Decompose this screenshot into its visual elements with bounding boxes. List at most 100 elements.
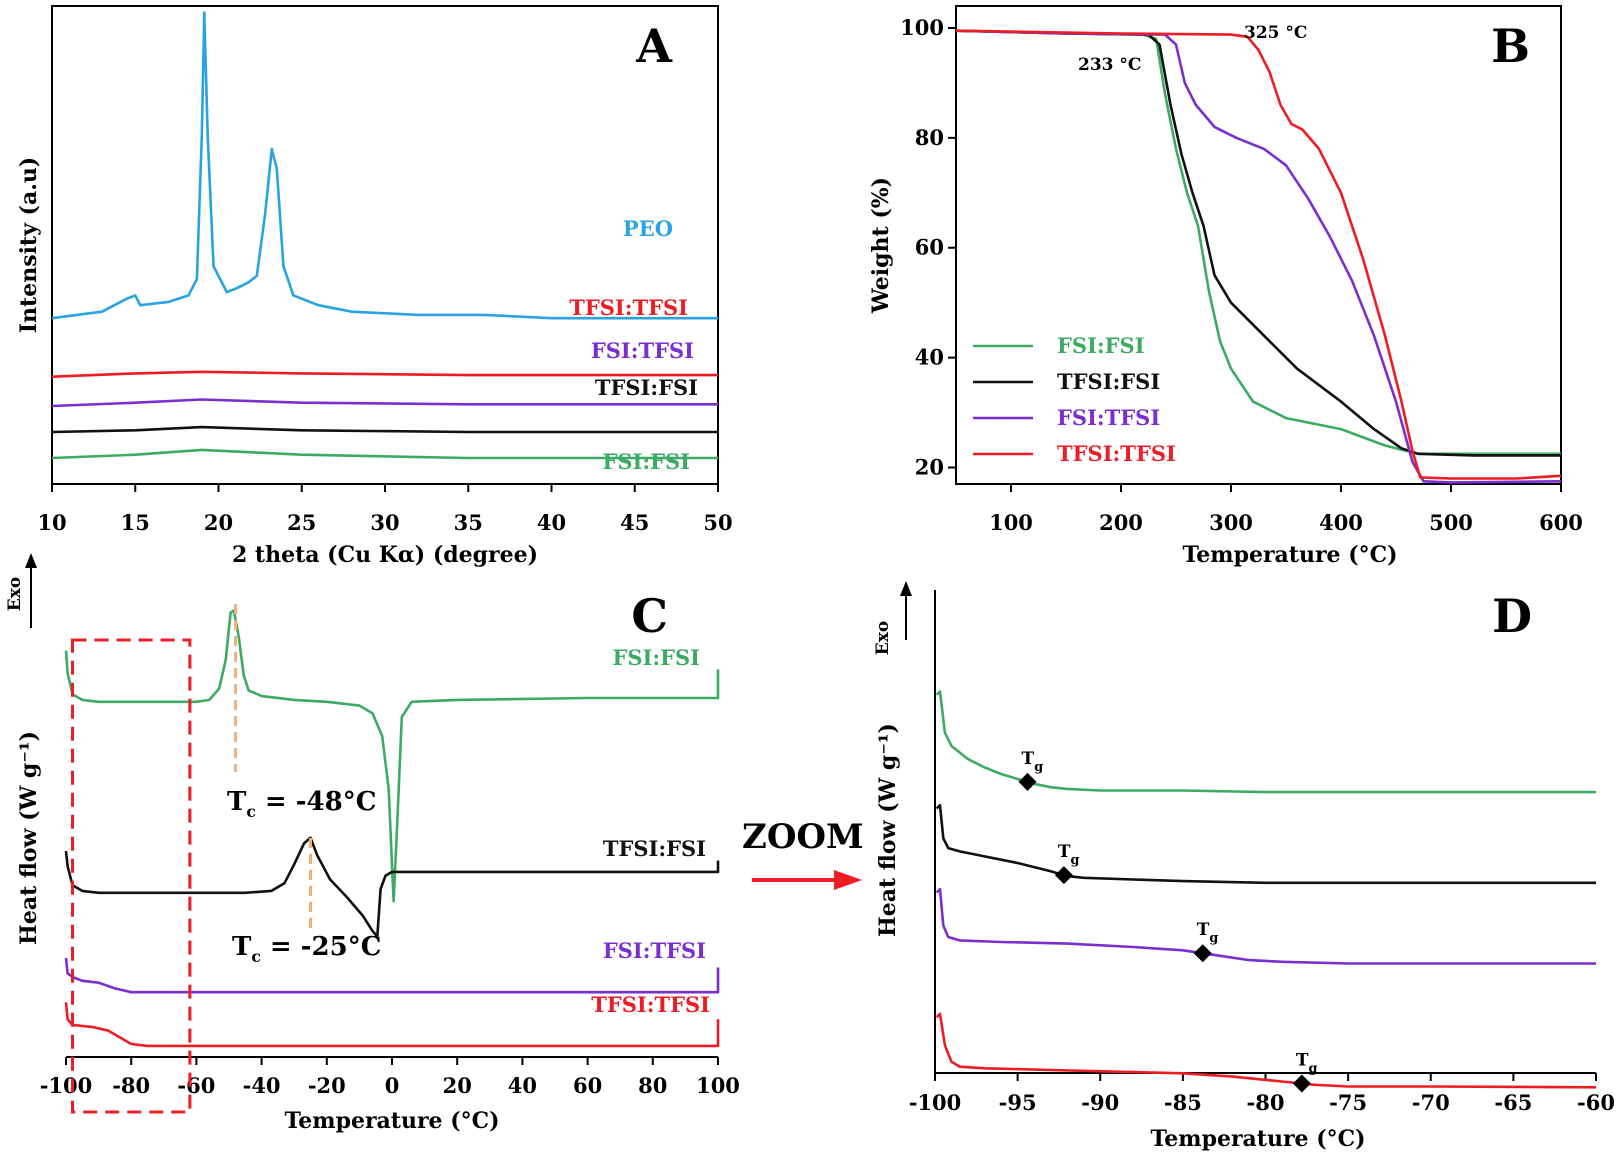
- panel-b-y-tick-label: 60: [915, 235, 944, 260]
- panel-d-tg-marker-tfsi-fsi: [1054, 866, 1073, 885]
- panel-b-y-tick-label: 80: [915, 125, 944, 150]
- panel-c-tc-annotation-1: Tc = -48°C: [227, 787, 376, 821]
- panel-b-x-tick-label: 300: [1209, 510, 1253, 535]
- panel-b-x-tick-label: 600: [1539, 510, 1583, 535]
- panel-c-letter: C: [631, 589, 668, 643]
- panel-d-tg-label-fsi-fsi: Tg: [1022, 749, 1044, 775]
- panel-a-series-label-fsi-fsi: FSI:FSI: [602, 449, 690, 474]
- panel-d-tg-label-fsi-tfsi: Tg: [1197, 920, 1219, 946]
- panel-c-line-fsi-fsi: [64, 609, 720, 903]
- panel-c-x-tick-label: -100: [40, 1073, 93, 1098]
- panel-a-x-tick-label: 50: [703, 510, 732, 535]
- panel-c-x-tick-label: -40: [243, 1073, 281, 1098]
- panel-c-series-label-fsi-fsi: FSI:FSI: [612, 645, 700, 670]
- panel-c-series-label-tfsi-tfsi: TFSI:TFSI: [591, 992, 710, 1017]
- panel-a-letter: A: [635, 19, 673, 73]
- panel-b-x-tick-label: 100: [989, 510, 1033, 535]
- panel-d: -100 -95 -90 -85 -80 -75 -70 -65 -60 Temperature …: [873, 581, 1615, 1152]
- panel-d-x-tick-label: -60: [1577, 1090, 1615, 1115]
- panel-c-x-axis-title: Temperature (°C): [284, 1108, 499, 1134]
- panel-c-series-label-fsi-tfsi: FSI:TFSI: [603, 938, 706, 963]
- panel-a-series-label-tfsi-tfsi: TFSI:TFSI: [569, 295, 688, 320]
- panel-d-tg-label-tfsi-fsi: Tg: [1058, 842, 1080, 868]
- panel-c-y-axis-title: Heat flow (W g⁻¹): [16, 731, 42, 945]
- panel-d-line-tfsi-tfsi: [935, 1012, 1597, 1089]
- panel-c-x-tick-label: 80: [638, 1073, 667, 1098]
- panel-d-x-tick-label: -100: [909, 1090, 962, 1115]
- panel-b-line-fsi-tfsi: [955, 29, 1562, 484]
- panel-b-annotation-onset-2: 325 °C: [1244, 23, 1307, 43]
- panel-a-line-peo: [51, 11, 718, 320]
- panel-a-x-axis-title: 2 theta (Cu Kα) (degree): [232, 542, 538, 568]
- panel-b-legend-label-tfsi-tfsi: TFSI:TFSI: [1057, 441, 1176, 466]
- panel-b-line-tfsi-fsi: [955, 29, 1561, 457]
- panel-d-x-tick-label: -75: [1329, 1090, 1367, 1115]
- panel-c-x-tick-label: 100: [696, 1073, 740, 1098]
- panel-b-x-tick-label: 200: [1099, 510, 1143, 535]
- panel-c-tc-annotation-2: Tc = -25°C: [232, 932, 381, 966]
- panel-a-x-tick-label: 45: [620, 510, 649, 535]
- panel-a-x-tick-label: 40: [537, 510, 566, 535]
- panel-b-x-tick-label: 400: [1319, 510, 1363, 535]
- panel-d-tg-marker-fsi-fsi: [1018, 772, 1037, 791]
- panel-d-tg-label-tfsi-tfsi: Tg: [1296, 1051, 1318, 1077]
- panel-a-x-tick-label: 15: [121, 510, 150, 535]
- panel-b-letter: B: [1491, 19, 1530, 73]
- panel-a-series-label-peo: PEO: [623, 216, 673, 241]
- panel-d-x-axis-title: Temperature (°C): [1150, 1126, 1365, 1152]
- panel-b-legend-label-fsi-fsi: FSI:FSI: [1057, 333, 1145, 358]
- panel-d-x-tick-label: -90: [1081, 1090, 1119, 1115]
- panel-d-x-tick-label: -70: [1412, 1090, 1450, 1115]
- panel-d-exo-arrow-head: [900, 581, 912, 596]
- panel-d-x-tick-label: -80: [1247, 1090, 1285, 1115]
- panel-b-y-tick-label: 40: [915, 345, 944, 370]
- panel-a-line-tfsi-fsi: [51, 425, 718, 434]
- panel-a-line-fsi-fsi: [51, 448, 718, 460]
- zoom-arrow: ZOOM: [742, 817, 864, 890]
- panel-c-x-tick-label: -80: [112, 1073, 150, 1098]
- panel-a-x-tick-label: 20: [204, 510, 233, 535]
- panel-a-y-axis-title: Intensity (a.u): [16, 157, 42, 334]
- panel-a-frame: [51, 5, 719, 485]
- panel-b-y-axis-title: Weight (%): [868, 177, 894, 314]
- panel-d-x-tick-label: -65: [1494, 1090, 1532, 1115]
- panel-a-series-label-tfsi-fsi: TFSI:FSI: [595, 375, 698, 400]
- panel-c-x-tick-label: 20: [443, 1073, 472, 1098]
- panel-a: 10 15 20 25 30 35 40 45 50 2 theta (Cu Kα) (degre…: [16, 5, 733, 568]
- panel-b-legend-label-tfsi-fsi: TFSI:FSI: [1057, 369, 1160, 394]
- panel-b-line-tfsi-tfsi: [955, 29, 1562, 480]
- panel-b-frame: [955, 5, 1562, 485]
- panel-a-x-tick-label: 10: [37, 510, 66, 535]
- panel-c-line-fsi-tfsi: [64, 957, 720, 994]
- panel-a-x-tick-label: 35: [454, 510, 483, 535]
- panel-c-x-tick-label: 60: [573, 1073, 602, 1098]
- panel-d-x-tick-label: -85: [1164, 1090, 1202, 1115]
- panel-a-x-tick-label: 25: [287, 510, 316, 535]
- panel-c-x-tick-label: 0: [385, 1073, 400, 1098]
- panel-a-line-fsi-tfsi: [51, 398, 718, 408]
- panel-b-line-fsi-fsi: [955, 29, 1561, 456]
- panel-d-exo-label: Exo: [873, 621, 893, 655]
- panel-b-x-tick-label: 500: [1429, 510, 1473, 535]
- panel-b: 100 200 300 400 500 600 20 40 60 80 100 Temperature…: [868, 5, 1583, 568]
- panel-c-line-tfsi-fsi: [64, 836, 720, 938]
- panel-c-x-tick-label: 40: [508, 1073, 537, 1098]
- panel-b-y-tick-label: 100: [900, 15, 944, 40]
- panel-c: -100 -80 -60 -40 -20 0 20 40 60 80 100 Temperature …: [5, 553, 740, 1134]
- panel-d-line-fsi-fsi: [935, 690, 1596, 794]
- panel-b-y-tick-label: 20: [915, 455, 944, 480]
- panel-d-line-fsi-tfsi: [935, 887, 1596, 965]
- panel-d-tg-marker-fsi-tfsi: [1193, 944, 1212, 963]
- panel-d-line-tfsi-fsi: [935, 803, 1596, 885]
- panel-b-x-axis-title: Temperature (°C): [1182, 542, 1397, 568]
- panel-d-letter: D: [1492, 589, 1532, 643]
- panel-d-y-axis-title: Heat flow (W g⁻¹): [875, 723, 901, 937]
- panel-a-line-tfsi-tfsi: [51, 370, 718, 378]
- panel-d-x-tick-label: -95: [999, 1090, 1037, 1115]
- panel-c-exo-label: Exo: [5, 577, 25, 611]
- panel-b-annotation-onset-1: 233 °C: [1078, 55, 1141, 75]
- panel-b-legend-label-fsi-tfsi: FSI:TFSI: [1057, 405, 1160, 430]
- panel-c-x-tick-label: -60: [177, 1073, 215, 1098]
- panel-a-series-label-fsi-tfsi: FSI:TFSI: [591, 338, 694, 363]
